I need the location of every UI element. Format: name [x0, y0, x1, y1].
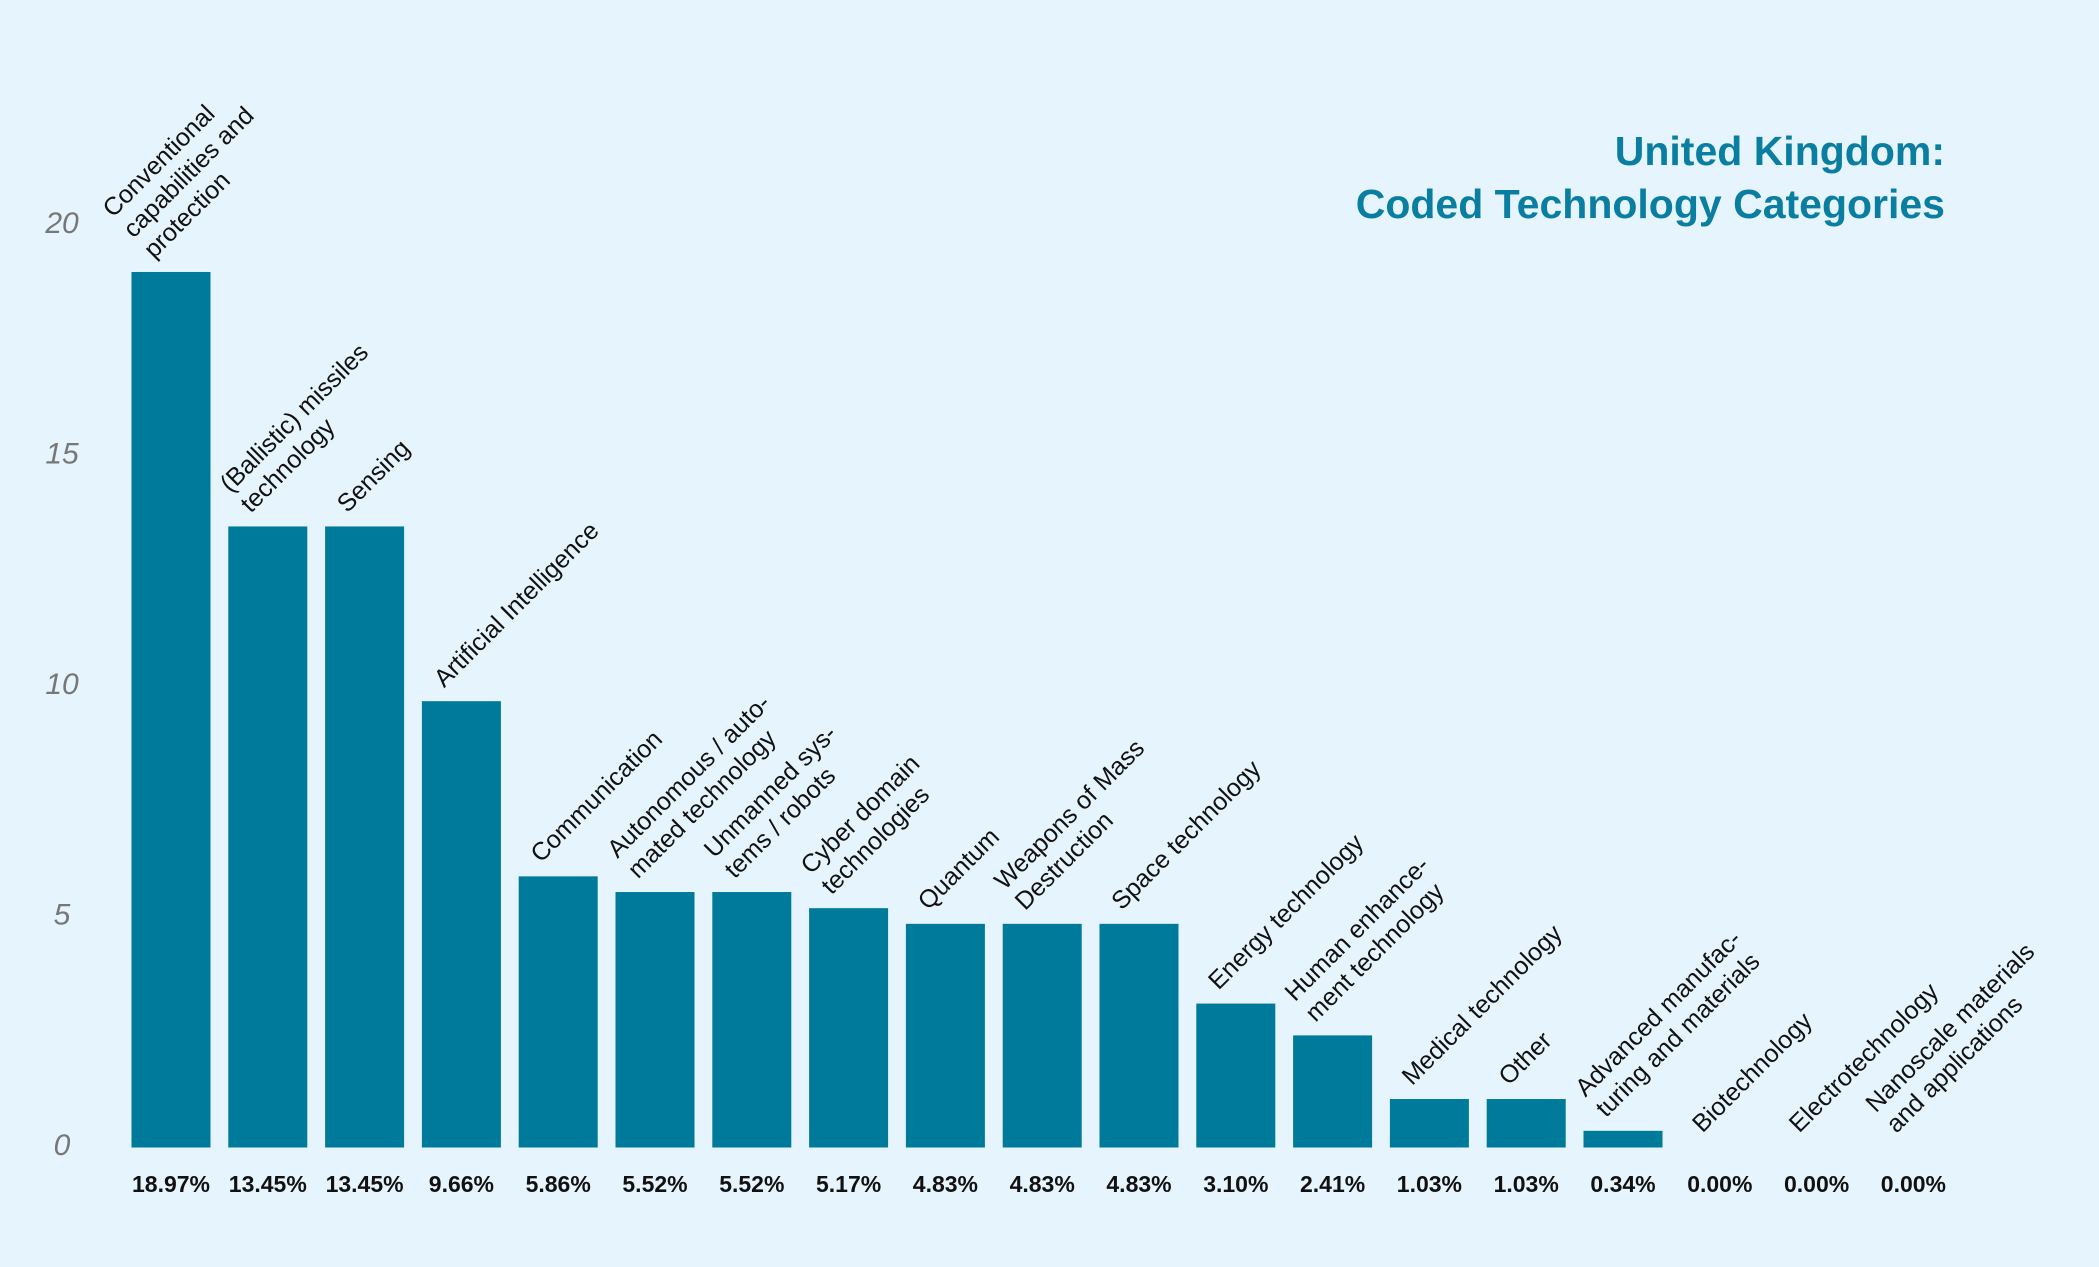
bar: [518, 876, 598, 1148]
category-label: Space technology: [1106, 755, 1267, 916]
value-label: 4.83%: [1010, 1171, 1075, 1197]
value-label: 18.97%: [132, 1171, 210, 1197]
value-label: 9.66%: [429, 1171, 494, 1197]
bar: [615, 892, 695, 1148]
value-label: 2.41%: [1300, 1171, 1365, 1197]
bar: [905, 923, 985, 1148]
bar: [1002, 923, 1082, 1148]
category-label-group: Artificial Intelligence: [429, 517, 605, 693]
y-tick-label: 10: [45, 668, 79, 701]
value-label: 5.52%: [622, 1171, 687, 1197]
value-label: 13.45%: [229, 1171, 307, 1197]
category-label: Sensing: [332, 434, 416, 518]
bar: [1293, 1035, 1373, 1148]
value-label: 0.00%: [1881, 1171, 1946, 1197]
category-label-group: Sensing: [332, 434, 416, 518]
value-label: 4.83%: [1106, 1171, 1171, 1197]
value-label: 1.03%: [1397, 1171, 1462, 1197]
y-tick-label: 5: [54, 898, 71, 931]
bar: [1583, 1130, 1663, 1148]
bar: [421, 701, 501, 1148]
y-tick-label: 15: [45, 437, 79, 470]
value-label: 4.83%: [913, 1171, 978, 1197]
bar: [712, 892, 792, 1148]
value-label: 5.17%: [816, 1171, 881, 1197]
value-label: 13.45%: [326, 1171, 404, 1197]
bar: [1389, 1099, 1469, 1148]
category-label-group: Quantum: [913, 823, 1006, 916]
bar: [131, 271, 211, 1148]
category-label: Quantum: [913, 823, 1006, 916]
category-label: Other: [1493, 1026, 1557, 1090]
y-tick-label: 0: [54, 1129, 71, 1162]
value-label: 5.86%: [526, 1171, 591, 1197]
bar: [809, 908, 889, 1148]
category-label-group: Space technology: [1106, 755, 1267, 916]
value-label: 0.34%: [1590, 1171, 1655, 1197]
bar: [325, 526, 405, 1148]
bar: [228, 526, 308, 1148]
bar: [1486, 1099, 1566, 1148]
category-label: Artificial Intelligence: [429, 517, 605, 693]
chart-title: United Kingdom: Coded Technology Categori…: [1356, 128, 1945, 227]
y-tick-label: 20: [44, 207, 79, 240]
value-label: 3.10%: [1203, 1171, 1268, 1197]
category-label-group: Other: [1493, 1026, 1557, 1090]
value-label: 5.52%: [719, 1171, 784, 1197]
bar: [1099, 923, 1179, 1148]
category-label: Conventionalcapabilities andprotection: [97, 81, 280, 264]
category-label-group: Conventionalcapabilities andprotection: [97, 81, 280, 264]
category-label-group: Medical technology: [1397, 919, 1568, 1090]
bar: [1196, 1003, 1276, 1148]
category-label: Medical technology: [1397, 919, 1568, 1090]
value-label: 0.00%: [1687, 1171, 1752, 1197]
value-label: 1.03%: [1494, 1171, 1559, 1197]
value-label: 0.00%: [1784, 1171, 1849, 1197]
